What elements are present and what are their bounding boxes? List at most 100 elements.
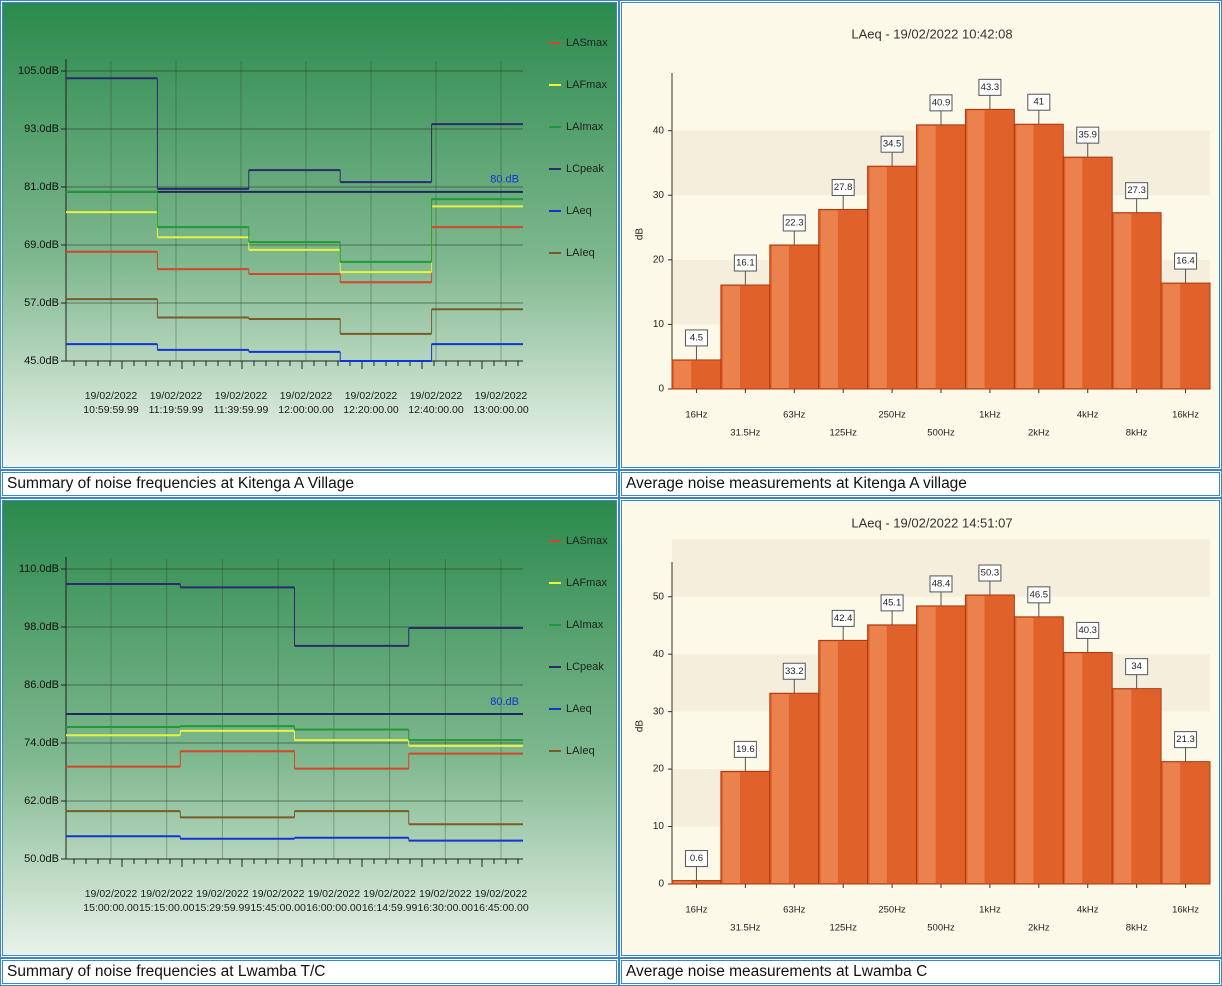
y-tick-label: 40: [653, 649, 665, 660]
bar: [916, 605, 966, 885]
y-tick-label: 98.0dB: [24, 621, 59, 633]
bar: [769, 692, 820, 885]
chart-background: [3, 3, 616, 467]
bar-shine: [771, 694, 789, 883]
y-axis-label: dB: [635, 228, 646, 241]
x-tick-label: 2kHz: [1028, 428, 1050, 439]
x-tick-label: 8kHz: [1126, 428, 1148, 439]
bar: [1062, 651, 1113, 885]
x-tick-label: 4kHz: [1077, 410, 1099, 421]
y-tick-label: 62.0dB: [24, 795, 59, 807]
chart: 50.0dB 62.0dB 74.0dB 86.0dB 98.0dB 110.0dB 80.…: [3, 501, 616, 955]
value-label: 48.4: [932, 578, 951, 589]
chart-cell: LAeq - 19/02/2022 10:42:08 0 10 20 30 40 dB 4.5…: [619, 0, 1222, 470]
chart: LAeq - 19/02/2022 14:51:07 0 10 20 30 40 50 dB 0…: [622, 501, 1219, 955]
y-tick-label: 45.0dB: [24, 355, 59, 367]
y-tick-label: 50: [653, 591, 665, 602]
chart-cell: LAeq - 19/02/2022 14:51:07 0 10 20 30 40 50 dB 0…: [619, 498, 1222, 958]
bar-shine: [918, 606, 936, 883]
bar: [1111, 688, 1162, 885]
caption: Average noise measurements at Lwamba C: [619, 958, 1222, 986]
value-label-box: [831, 609, 855, 627]
value-label: 40.3: [1078, 625, 1097, 636]
x-tick-label: 19/02/2022 15:45:00.00: [250, 888, 306, 914]
bar: [720, 770, 771, 885]
legend-label: LASmax: [566, 535, 608, 547]
x-tick-label: 19/02/2022 10:59:59.99: [83, 390, 139, 416]
legend-label: LAIeq: [566, 745, 595, 757]
bar: [1013, 616, 1064, 885]
y-tick-label: 110.0dB: [19, 563, 59, 575]
y-tick-label: 105.0dB: [18, 65, 59, 77]
bar: [964, 108, 1015, 390]
bar: [1160, 282, 1211, 390]
bar-shine: [1114, 689, 1132, 883]
x-tick-label: 63Hz: [783, 905, 805, 916]
bar: [818, 208, 869, 390]
x-tick-label: 125Hz: [829, 428, 857, 439]
bar-shine: [722, 772, 741, 883]
x-tick-label: 1kHz: [979, 410, 1001, 421]
x-tick-label: 250Hz: [878, 410, 906, 421]
x-tick-label: 19/02/2022 11:19:59.99: [148, 390, 204, 416]
value-label: 27.3: [1127, 185, 1146, 196]
x-tick-label: 1kHz: [979, 905, 1001, 916]
bar-shine: [1065, 653, 1083, 883]
bar-shine: [1163, 762, 1181, 883]
value-label: 35.9: [1078, 130, 1097, 141]
value-label: 4.5: [690, 332, 703, 343]
bar: [1062, 156, 1113, 390]
x-tick-label: 19/02/2022 11:39:59.99: [213, 390, 269, 416]
bar: [720, 284, 771, 390]
y-tick-label: 74.0dB: [24, 737, 59, 749]
legend-label: LAImax: [566, 121, 604, 133]
x-tick-label: 19/02/2022 15:00:00.00: [83, 888, 139, 914]
y-tick-label: 0: [658, 384, 664, 395]
value-label: 42.4: [834, 613, 853, 624]
y-tick-label: 30: [653, 190, 665, 201]
x-tick-label: 250Hz: [878, 905, 906, 916]
chart: LAeq - 19/02/2022 10:42:08 0 10 20 30 40 dB 4.5…: [622, 3, 1219, 467]
y-tick-label: 30: [653, 706, 665, 717]
value-label: 22.3: [785, 217, 804, 228]
bar-shine: [1114, 213, 1132, 388]
threshold-label: 80.dB: [490, 174, 519, 186]
y-tick-label: 20: [653, 764, 665, 775]
x-tick-label: 125Hz: [829, 923, 857, 934]
bar: [769, 244, 820, 390]
bar: [1160, 761, 1211, 885]
value-label: 0.6: [690, 853, 703, 864]
chart: 45.0dB 57.0dB 69.0dB 81.0dB 93.0dB 105.0dB 80.…: [3, 3, 616, 467]
bar-shine: [820, 210, 838, 388]
x-tick-label: 19/02/2022 16:30:00.00: [417, 888, 474, 914]
x-tick-label: 19/02/2022 15:15:00.00: [138, 888, 195, 914]
legend-label: LCpeak: [566, 661, 604, 673]
x-tick-label: 2kHz: [1028, 923, 1050, 934]
legend-label: LAeq: [566, 703, 592, 715]
y-tick-label: 69.0dB: [24, 239, 59, 251]
value-label: 45.1: [883, 597, 902, 608]
value-label: 43.3: [981, 82, 1000, 93]
value-label: 46.5: [1030, 589, 1049, 600]
bar-shine: [869, 167, 887, 388]
value-label: 33.2: [785, 666, 804, 677]
x-tick-label: 19/02/2022 16:00:00.00: [306, 888, 362, 914]
legend-label: LAIeq: [566, 247, 595, 259]
legend-label: LAFmax: [566, 577, 607, 589]
y-tick-label: 57.0dB: [24, 297, 59, 309]
x-tick-label: 16kHz: [1172, 905, 1199, 916]
bar-shine: [869, 625, 887, 883]
x-tick-label: 16Hz: [685, 410, 707, 421]
bar-shine: [1065, 158, 1083, 388]
value-label-box: [1174, 252, 1198, 270]
chart-cell: 50.0dB 62.0dB 74.0dB 86.0dB 98.0dB 110.0dB 80.…: [0, 498, 619, 958]
value-label: 34.5: [883, 139, 902, 150]
value-label: 34: [1131, 661, 1142, 672]
x-tick-label: 16Hz: [685, 905, 707, 916]
bar: [964, 594, 1015, 885]
value-label: 27.8: [834, 182, 853, 193]
threshold-label: 80.dB: [490, 696, 519, 708]
bar: [867, 165, 918, 390]
x-tick-label: 31.5Hz: [730, 923, 760, 934]
